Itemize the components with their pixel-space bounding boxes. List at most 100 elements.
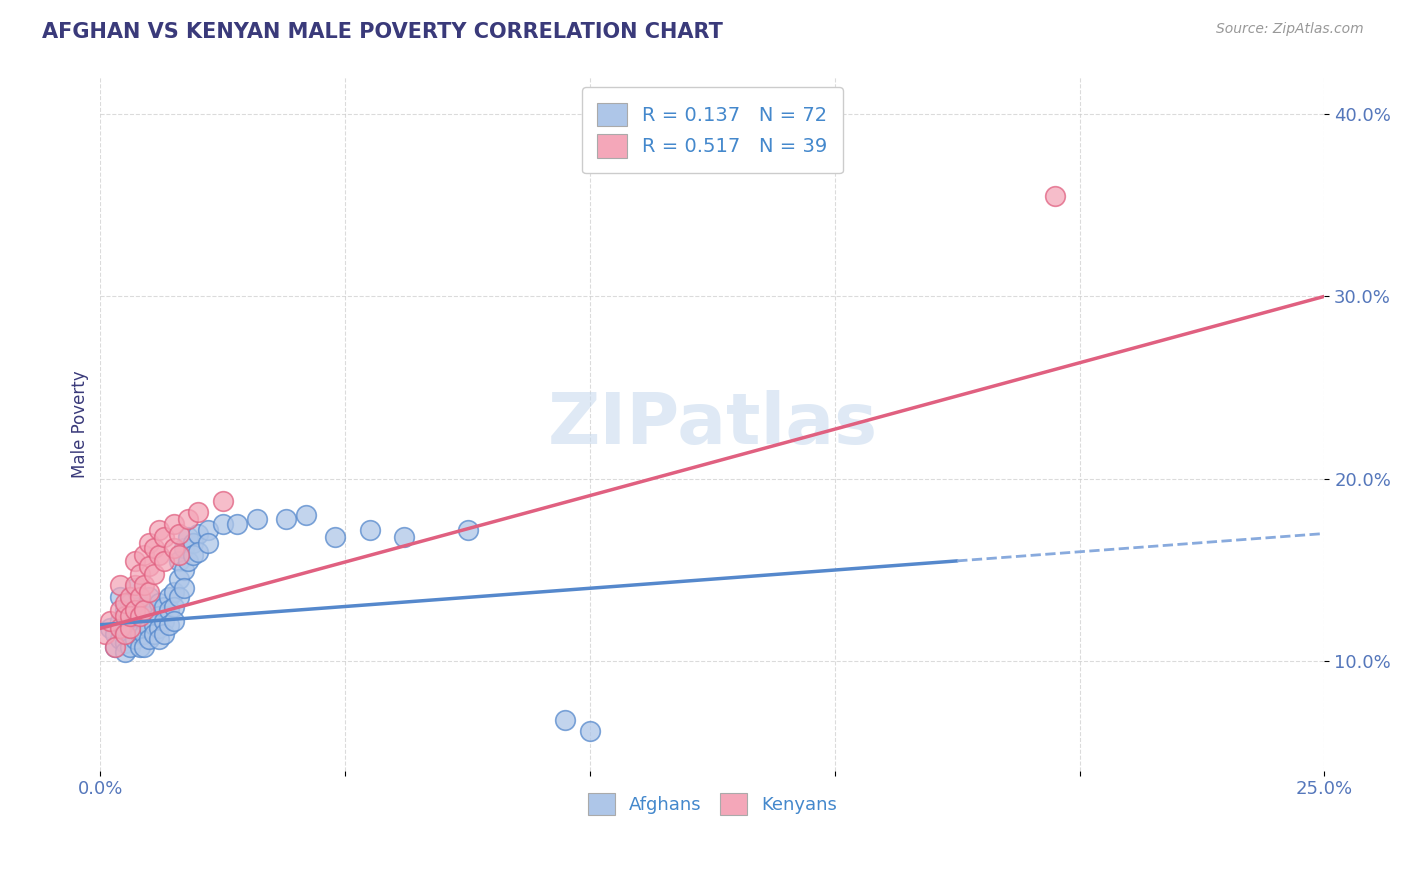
- Point: [108, 603, 131, 617]
- Point: [153, 599, 176, 614]
- Point: [128, 591, 150, 605]
- Point: [124, 608, 146, 623]
- Point: [143, 617, 166, 632]
- Point: [134, 577, 156, 591]
- Point: [167, 591, 190, 605]
- Point: [148, 621, 170, 635]
- Point: [276, 512, 298, 526]
- Point: [128, 617, 150, 632]
- Point: [167, 526, 190, 541]
- Point: [177, 512, 200, 526]
- Point: [128, 603, 150, 617]
- Point: [173, 581, 195, 595]
- Point: [98, 614, 121, 628]
- Point: [183, 549, 205, 563]
- Point: [167, 572, 190, 586]
- Point: [138, 591, 160, 605]
- Point: [325, 530, 347, 544]
- Point: [114, 645, 136, 659]
- Point: [143, 627, 166, 641]
- Point: [114, 603, 136, 617]
- Point: [118, 596, 141, 610]
- Point: [163, 599, 186, 614]
- Point: [392, 530, 415, 544]
- Text: ZIPatlas: ZIPatlas: [547, 390, 877, 458]
- Point: [148, 608, 170, 623]
- Text: AFGHAN VS KENYAN MALE POVERTY CORRELATION CHART: AFGHAN VS KENYAN MALE POVERTY CORRELATIO…: [42, 22, 723, 42]
- Point: [114, 596, 136, 610]
- Point: [124, 554, 146, 568]
- Point: [197, 523, 219, 537]
- Point: [114, 636, 136, 650]
- Point: [187, 526, 209, 541]
- Text: Source: ZipAtlas.com: Source: ZipAtlas.com: [1216, 22, 1364, 37]
- Point: [104, 640, 127, 654]
- Point: [124, 603, 146, 617]
- Point: [187, 505, 209, 519]
- Point: [134, 640, 156, 654]
- Point: [108, 614, 131, 628]
- Point: [143, 566, 166, 581]
- Point: [167, 549, 190, 563]
- Point: [211, 517, 233, 532]
- Point: [157, 617, 180, 632]
- Point: [118, 608, 141, 623]
- Point: [124, 577, 146, 591]
- Point: [167, 554, 190, 568]
- Point: [177, 530, 200, 544]
- Y-axis label: Male Poverty: Male Poverty: [72, 370, 89, 478]
- Point: [118, 614, 141, 628]
- Point: [148, 632, 170, 647]
- Point: [153, 530, 176, 544]
- Point: [128, 608, 150, 623]
- Point: [128, 566, 150, 581]
- Point: [163, 585, 186, 599]
- Point: [359, 523, 381, 537]
- Point: [163, 541, 186, 555]
- Point: [163, 614, 186, 628]
- Point: [1043, 189, 1066, 203]
- Point: [295, 508, 318, 523]
- Point: [134, 614, 156, 628]
- Point: [114, 627, 136, 641]
- Point: [98, 621, 121, 635]
- Point: [163, 517, 186, 532]
- Point: [134, 549, 156, 563]
- Point: [148, 523, 170, 537]
- Point: [157, 591, 180, 605]
- Point: [143, 603, 166, 617]
- Point: [108, 591, 131, 605]
- Point: [108, 577, 131, 591]
- Point: [138, 608, 160, 623]
- Point: [226, 517, 249, 532]
- Point: [134, 603, 156, 617]
- Point: [94, 627, 117, 641]
- Point: [114, 621, 136, 635]
- Point: [197, 535, 219, 549]
- Point: [124, 621, 146, 635]
- Point: [554, 713, 576, 727]
- Point: [104, 627, 127, 641]
- Point: [187, 545, 209, 559]
- Point: [118, 627, 141, 641]
- Point: [134, 627, 156, 641]
- Point: [124, 632, 146, 647]
- Point: [114, 608, 136, 623]
- Point: [148, 596, 170, 610]
- Point: [118, 640, 141, 654]
- Point: [138, 632, 160, 647]
- Point: [148, 549, 170, 563]
- Point: [118, 621, 141, 635]
- Point: [108, 621, 131, 635]
- Legend: Afghans, Kenyans: Afghans, Kenyans: [578, 784, 846, 824]
- Point: [138, 559, 160, 574]
- Point: [124, 581, 146, 595]
- Point: [183, 535, 205, 549]
- Point: [173, 541, 195, 555]
- Point: [457, 523, 479, 537]
- Point: [153, 614, 176, 628]
- Point: [177, 554, 200, 568]
- Point: [138, 621, 160, 635]
- Point: [138, 535, 160, 549]
- Point: [134, 599, 156, 614]
